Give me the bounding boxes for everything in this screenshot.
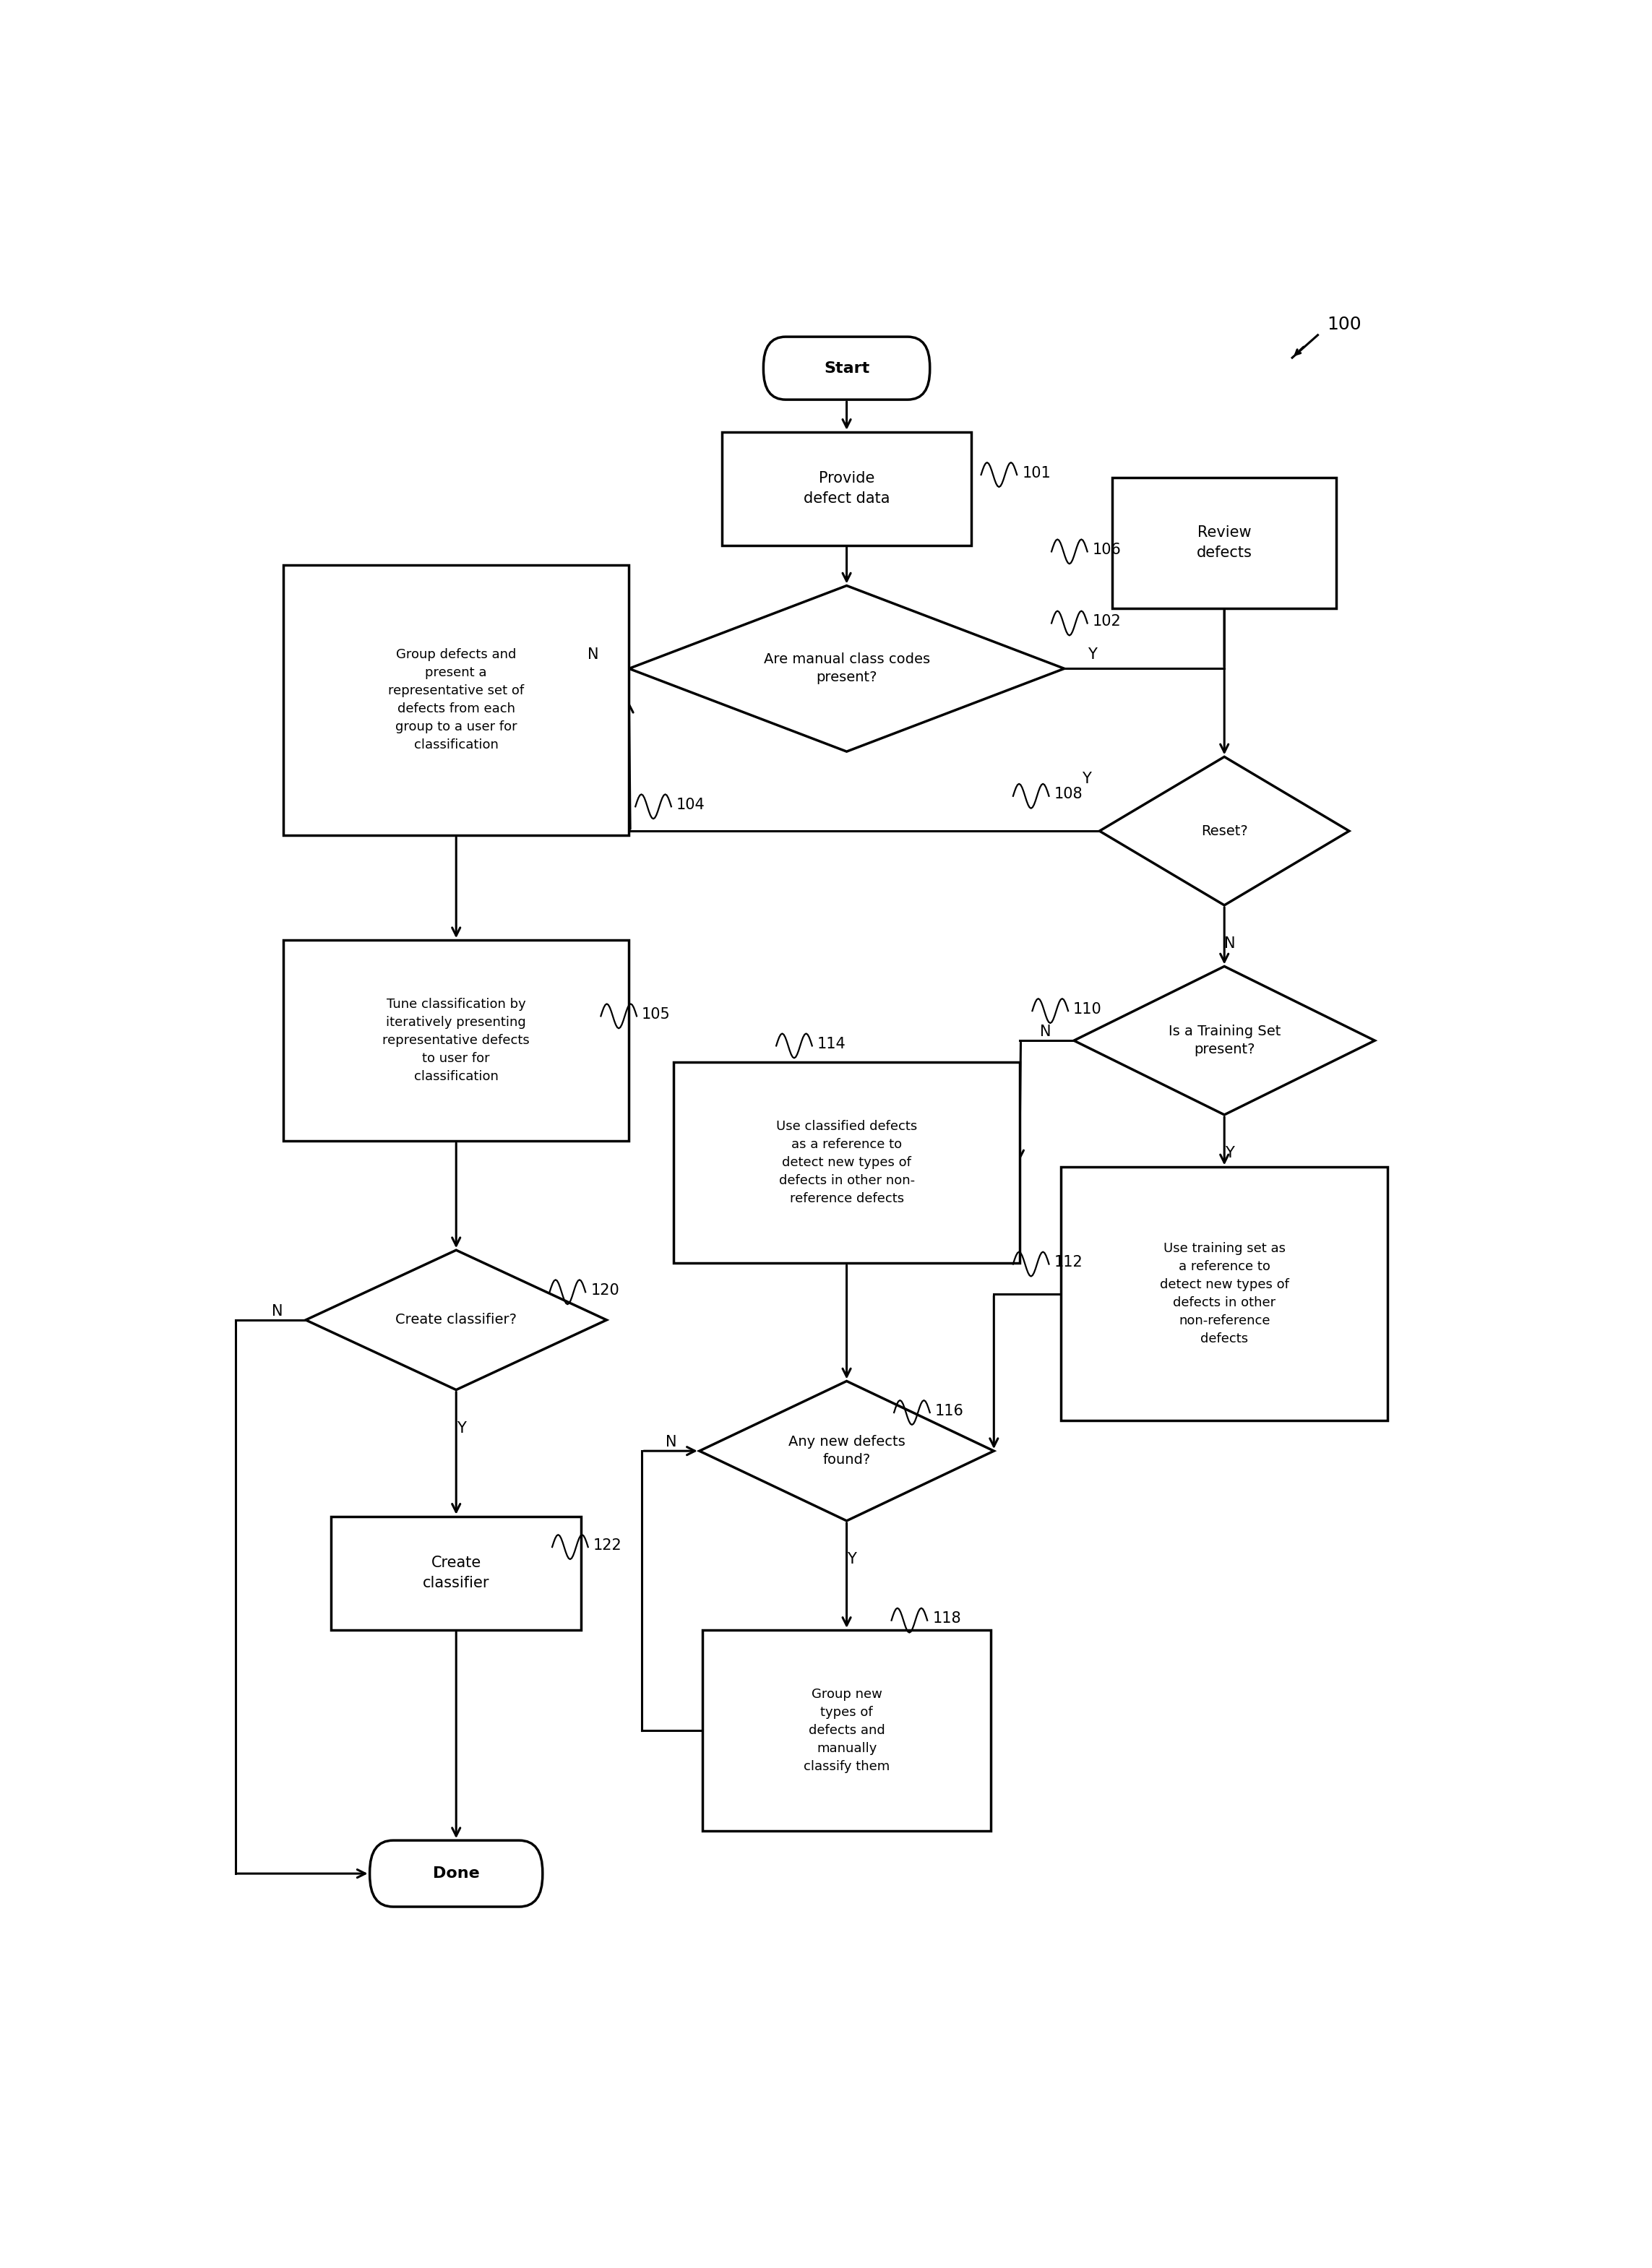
FancyBboxPatch shape [284, 565, 629, 835]
Text: 104: 104 [676, 798, 705, 812]
Polygon shape [629, 585, 1064, 751]
Text: Provide
defect data: Provide defect data [803, 472, 890, 506]
Text: Create
classifier: Create classifier [423, 1556, 489, 1590]
Polygon shape [1100, 758, 1350, 905]
Text: Done: Done [433, 1867, 479, 1880]
Text: Create classifier?: Create classifier? [395, 1313, 517, 1327]
Text: Reset?: Reset? [1201, 823, 1247, 837]
Text: 108: 108 [1054, 787, 1082, 801]
Text: 118: 118 [932, 1610, 961, 1626]
Text: 106: 106 [1092, 542, 1122, 558]
Text: 101: 101 [1023, 465, 1051, 481]
Text: Group defects and
present a
representative set of
defects from each
group to a u: Group defects and present a representati… [388, 649, 524, 751]
Text: 112: 112 [1054, 1254, 1082, 1270]
Text: Y: Y [1087, 646, 1097, 662]
Text: N: N [588, 646, 598, 662]
Text: Are manual class codes
present?: Are manual class codes present? [763, 653, 930, 685]
Text: Y: Y [1224, 1145, 1234, 1161]
Text: Start: Start [824, 361, 869, 376]
FancyBboxPatch shape [702, 1631, 991, 1830]
Text: Group new
types of
defects and
manually
classify them: Group new types of defects and manually … [803, 1687, 890, 1774]
Text: Y: Y [1082, 771, 1092, 785]
FancyBboxPatch shape [722, 431, 971, 547]
Text: Y: Y [456, 1422, 466, 1436]
Text: Tune classification by
iteratively presenting
representative defects
to user for: Tune classification by iteratively prese… [383, 998, 530, 1084]
Text: 122: 122 [593, 1538, 621, 1554]
Text: Any new defects
found?: Any new defects found? [788, 1436, 905, 1467]
Text: Review
defects: Review defects [1196, 526, 1252, 560]
Text: N: N [1041, 1025, 1051, 1039]
Text: 102: 102 [1092, 615, 1122, 628]
FancyBboxPatch shape [332, 1517, 582, 1631]
Text: Use training set as
a reference to
detect new types of
defects in other
non-refe: Use training set as a reference to detec… [1160, 1243, 1289, 1345]
Text: 120: 120 [591, 1284, 620, 1297]
Polygon shape [699, 1381, 995, 1522]
Text: Use classified defects
as a reference to
detect new types of
defects in other no: Use classified defects as a reference to… [776, 1120, 917, 1204]
Text: 110: 110 [1074, 1002, 1102, 1016]
Text: Y: Y [847, 1551, 856, 1567]
Text: 114: 114 [818, 1036, 846, 1052]
Text: N: N [273, 1304, 282, 1318]
Text: 116: 116 [935, 1404, 963, 1418]
FancyBboxPatch shape [284, 941, 629, 1141]
Text: N: N [1224, 937, 1236, 950]
Polygon shape [306, 1250, 606, 1390]
FancyBboxPatch shape [1061, 1168, 1388, 1420]
FancyBboxPatch shape [370, 1839, 542, 1907]
Text: Is a Training Set
present?: Is a Training Set present? [1168, 1025, 1280, 1057]
Text: 100: 100 [1327, 315, 1361, 333]
FancyBboxPatch shape [763, 336, 930, 399]
Text: N: N [666, 1436, 677, 1449]
FancyBboxPatch shape [1112, 476, 1336, 608]
FancyBboxPatch shape [674, 1061, 1019, 1263]
Text: 105: 105 [641, 1007, 671, 1021]
Polygon shape [1074, 966, 1374, 1116]
